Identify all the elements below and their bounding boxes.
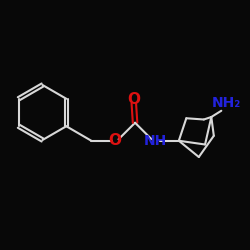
Text: O: O xyxy=(127,92,140,106)
Text: NH₂: NH₂ xyxy=(212,96,241,110)
Text: O: O xyxy=(108,133,122,148)
Text: NH: NH xyxy=(144,134,167,148)
